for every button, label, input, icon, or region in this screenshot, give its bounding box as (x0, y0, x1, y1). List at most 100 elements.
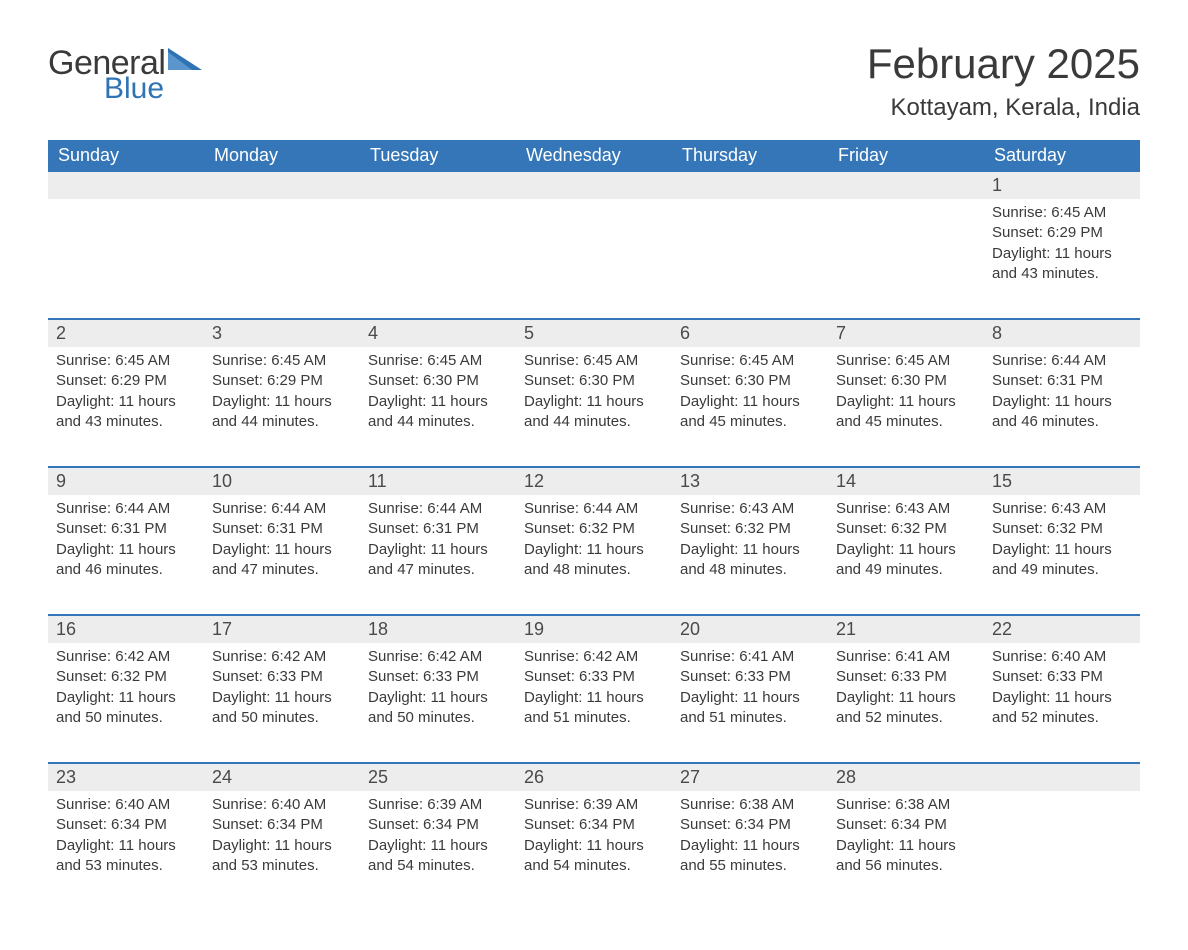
day-body: Sunrise: 6:41 AMSunset: 6:33 PMDaylight:… (672, 643, 828, 736)
sunset-line: Sunset: 6:29 PM (992, 223, 1132, 243)
day-cell (984, 764, 1140, 910)
daylight-line: Daylight: 11 hours and 46 minutes. (992, 392, 1132, 433)
sunset-line: Sunset: 6:33 PM (212, 667, 352, 687)
day-body: Sunrise: 6:45 AMSunset: 6:30 PMDaylight:… (828, 347, 984, 440)
day-of-week-row: SundayMondayTuesdayWednesdayThursdayFrid… (48, 140, 1140, 172)
weeks-container: 1Sunrise: 6:45 AMSunset: 6:29 PMDaylight… (48, 172, 1140, 910)
day-cell: 7Sunrise: 6:45 AMSunset: 6:30 PMDaylight… (828, 320, 984, 466)
daylight-line: Daylight: 11 hours and 53 minutes. (56, 836, 196, 877)
daylight-line: Daylight: 11 hours and 48 minutes. (680, 540, 820, 581)
day-number: 26 (516, 764, 672, 791)
day-cell: 8Sunrise: 6:44 AMSunset: 6:31 PMDaylight… (984, 320, 1140, 466)
sunset-line: Sunset: 6:30 PM (836, 371, 976, 391)
sunset-line: Sunset: 6:34 PM (56, 815, 196, 835)
day-of-week: Tuesday (360, 140, 516, 172)
week-row: 1Sunrise: 6:45 AMSunset: 6:29 PMDaylight… (48, 172, 1140, 318)
calendar: SundayMondayTuesdayWednesdayThursdayFrid… (48, 140, 1140, 910)
day-cell (516, 172, 672, 318)
day-number: 9 (48, 468, 204, 495)
daylight-line: Daylight: 11 hours and 47 minutes. (368, 540, 508, 581)
sunset-line: Sunset: 6:34 PM (836, 815, 976, 835)
sunset-line: Sunset: 6:34 PM (680, 815, 820, 835)
day-body: Sunrise: 6:44 AMSunset: 6:31 PMDaylight:… (204, 495, 360, 588)
day-cell: 11 Sunrise: 6:44 AMSunset: 6:31 PMDayligh… (360, 468, 516, 614)
day-cell (48, 172, 204, 318)
day-number: 20 (672, 616, 828, 643)
sunrise-line: Sunrise: 6:43 AM (992, 499, 1132, 519)
sunrise-line: Sunrise: 6:45 AM (836, 351, 976, 371)
day-body: Sunrise: 6:45 AMSunset: 6:29 PMDaylight:… (48, 347, 204, 440)
day-cell: 14Sunrise: 6:43 AMSunset: 6:32 PMDayligh… (828, 468, 984, 614)
day-cell: 18Sunrise: 6:42 AMSunset: 6:33 PMDayligh… (360, 616, 516, 762)
sunrise-line: Sunrise: 6:38 AM (836, 795, 976, 815)
sunset-line: Sunset: 6:30 PM (368, 371, 508, 391)
day-number: 16 (48, 616, 204, 643)
daylight-line: Daylight: 11 hours and 51 minutes. (524, 688, 664, 729)
day-body (516, 199, 672, 211)
day-body: Sunrise: 6:43 AMSunset: 6:32 PMDaylight:… (672, 495, 828, 588)
day-number (516, 172, 672, 199)
day-of-week: Monday (204, 140, 360, 172)
day-number: 5 (516, 320, 672, 347)
day-cell: 12Sunrise: 6:44 AMSunset: 6:32 PMDayligh… (516, 468, 672, 614)
day-body (48, 199, 204, 211)
day-number: 3 (204, 320, 360, 347)
day-number: 6 (672, 320, 828, 347)
day-body: Sunrise: 6:42 AMSunset: 6:33 PMDaylight:… (516, 643, 672, 736)
day-cell: 26Sunrise: 6:39 AMSunset: 6:34 PMDayligh… (516, 764, 672, 910)
day-number (204, 172, 360, 199)
title-block: February 2025 Kottayam, Kerala, India (867, 40, 1140, 122)
day-body (828, 199, 984, 211)
day-body: Sunrise: 6:45 AMSunset: 6:30 PMDaylight:… (516, 347, 672, 440)
day-cell: 17Sunrise: 6:42 AMSunset: 6:33 PMDayligh… (204, 616, 360, 762)
day-number: 27 (672, 764, 828, 791)
day-body: Sunrise: 6:38 AMSunset: 6:34 PMDaylight:… (672, 791, 828, 884)
day-cell: 27Sunrise: 6:38 AMSunset: 6:34 PMDayligh… (672, 764, 828, 910)
sunset-line: Sunset: 6:33 PM (524, 667, 664, 687)
day-cell (204, 172, 360, 318)
sunrise-line: Sunrise: 6:45 AM (524, 351, 664, 371)
sunrise-line: Sunrise: 6:42 AM (368, 647, 508, 667)
daylight-line: Daylight: 11 hours and 51 minutes. (680, 688, 820, 729)
sunset-line: Sunset: 6:31 PM (368, 519, 508, 539)
daylight-line: Daylight: 11 hours and 43 minutes. (56, 392, 196, 433)
day-number: 11 (360, 468, 516, 495)
daylight-line: Daylight: 11 hours and 54 minutes. (368, 836, 508, 877)
day-cell: 19Sunrise: 6:42 AMSunset: 6:33 PMDayligh… (516, 616, 672, 762)
day-body: Sunrise: 6:45 AMSunset: 6:30 PMDaylight:… (360, 347, 516, 440)
day-cell (828, 172, 984, 318)
sunset-line: Sunset: 6:31 PM (992, 371, 1132, 391)
week-row: 16Sunrise: 6:42 AMSunset: 6:32 PMDayligh… (48, 616, 1140, 762)
daylight-line: Daylight: 11 hours and 45 minutes. (680, 392, 820, 433)
day-cell: 28Sunrise: 6:38 AMSunset: 6:34 PMDayligh… (828, 764, 984, 910)
day-body: Sunrise: 6:39 AMSunset: 6:34 PMDaylight:… (360, 791, 516, 884)
daylight-line: Daylight: 11 hours and 53 minutes. (212, 836, 352, 877)
sunrise-line: Sunrise: 6:45 AM (212, 351, 352, 371)
day-cell: 22Sunrise: 6:40 AMSunset: 6:33 PMDayligh… (984, 616, 1140, 762)
sunset-line: Sunset: 6:29 PM (212, 371, 352, 391)
day-cell: 25Sunrise: 6:39 AMSunset: 6:34 PMDayligh… (360, 764, 516, 910)
day-body: Sunrise: 6:44 AMSunset: 6:31 PMDaylight:… (984, 347, 1140, 440)
sunset-line: Sunset: 6:31 PM (212, 519, 352, 539)
daylight-line: Daylight: 11 hours and 45 minutes. (836, 392, 976, 433)
day-body: Sunrise: 6:43 AMSunset: 6:32 PMDaylight:… (828, 495, 984, 588)
day-body: Sunrise: 6:42 AMSunset: 6:33 PMDaylight:… (204, 643, 360, 736)
sunrise-line: Sunrise: 6:45 AM (56, 351, 196, 371)
daylight-line: Daylight: 11 hours and 52 minutes. (836, 688, 976, 729)
sunset-line: Sunset: 6:32 PM (680, 519, 820, 539)
header: General Blue February 2025 Kottayam, Ker… (48, 40, 1140, 122)
day-body: Sunrise: 6:40 AMSunset: 6:33 PMDaylight:… (984, 643, 1140, 736)
sunrise-line: Sunrise: 6:39 AM (368, 795, 508, 815)
day-number: 23 (48, 764, 204, 791)
day-of-week: Saturday (984, 140, 1140, 172)
day-number: 25 (360, 764, 516, 791)
sunrise-line: Sunrise: 6:45 AM (680, 351, 820, 371)
location: Kottayam, Kerala, India (867, 94, 1140, 122)
day-cell: 21Sunrise: 6:41 AMSunset: 6:33 PMDayligh… (828, 616, 984, 762)
sunrise-line: Sunrise: 6:41 AM (836, 647, 976, 667)
sunrise-line: Sunrise: 6:44 AM (368, 499, 508, 519)
sunrise-line: Sunrise: 6:45 AM (992, 203, 1132, 223)
day-number: 21 (828, 616, 984, 643)
day-body: Sunrise: 6:41 AMSunset: 6:33 PMDaylight:… (828, 643, 984, 736)
day-number: 14 (828, 468, 984, 495)
